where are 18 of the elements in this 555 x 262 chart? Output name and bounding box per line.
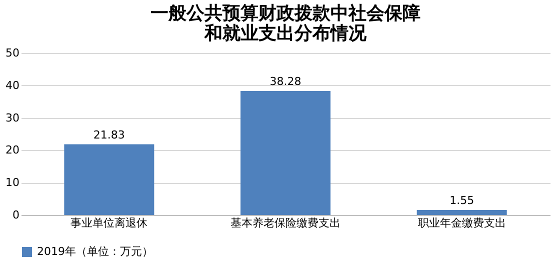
text: 一般公共预算财政拨款中社会保障 (150, 3, 420, 24)
data-label: 38.28 (270, 74, 302, 88)
text: 和就业支出分布情况 (204, 23, 366, 44)
bar (240, 90, 330, 215)
y-tick-label: 30 (6, 111, 20, 124)
x-tick-label: 基本养老保险缴费支出 (230, 216, 340, 230)
bar (416, 210, 507, 215)
legend-label: 2019年（单位：万元） (37, 245, 153, 258)
x-tick-label: 事业单位离退休 (70, 216, 148, 230)
y-tick-label: 0 (12, 208, 20, 222)
y-tick-label: 10 (6, 176, 20, 190)
data-label: 1.55 (450, 194, 474, 207)
data-label: 21.83 (93, 128, 125, 142)
y-tick-label: 50 (6, 46, 20, 60)
y-tick-label: 40 (6, 78, 20, 92)
bar (64, 144, 154, 215)
x-tick-label: 职业年金缴费支出 (418, 216, 506, 230)
y-tick-label: 20 (6, 144, 20, 157)
